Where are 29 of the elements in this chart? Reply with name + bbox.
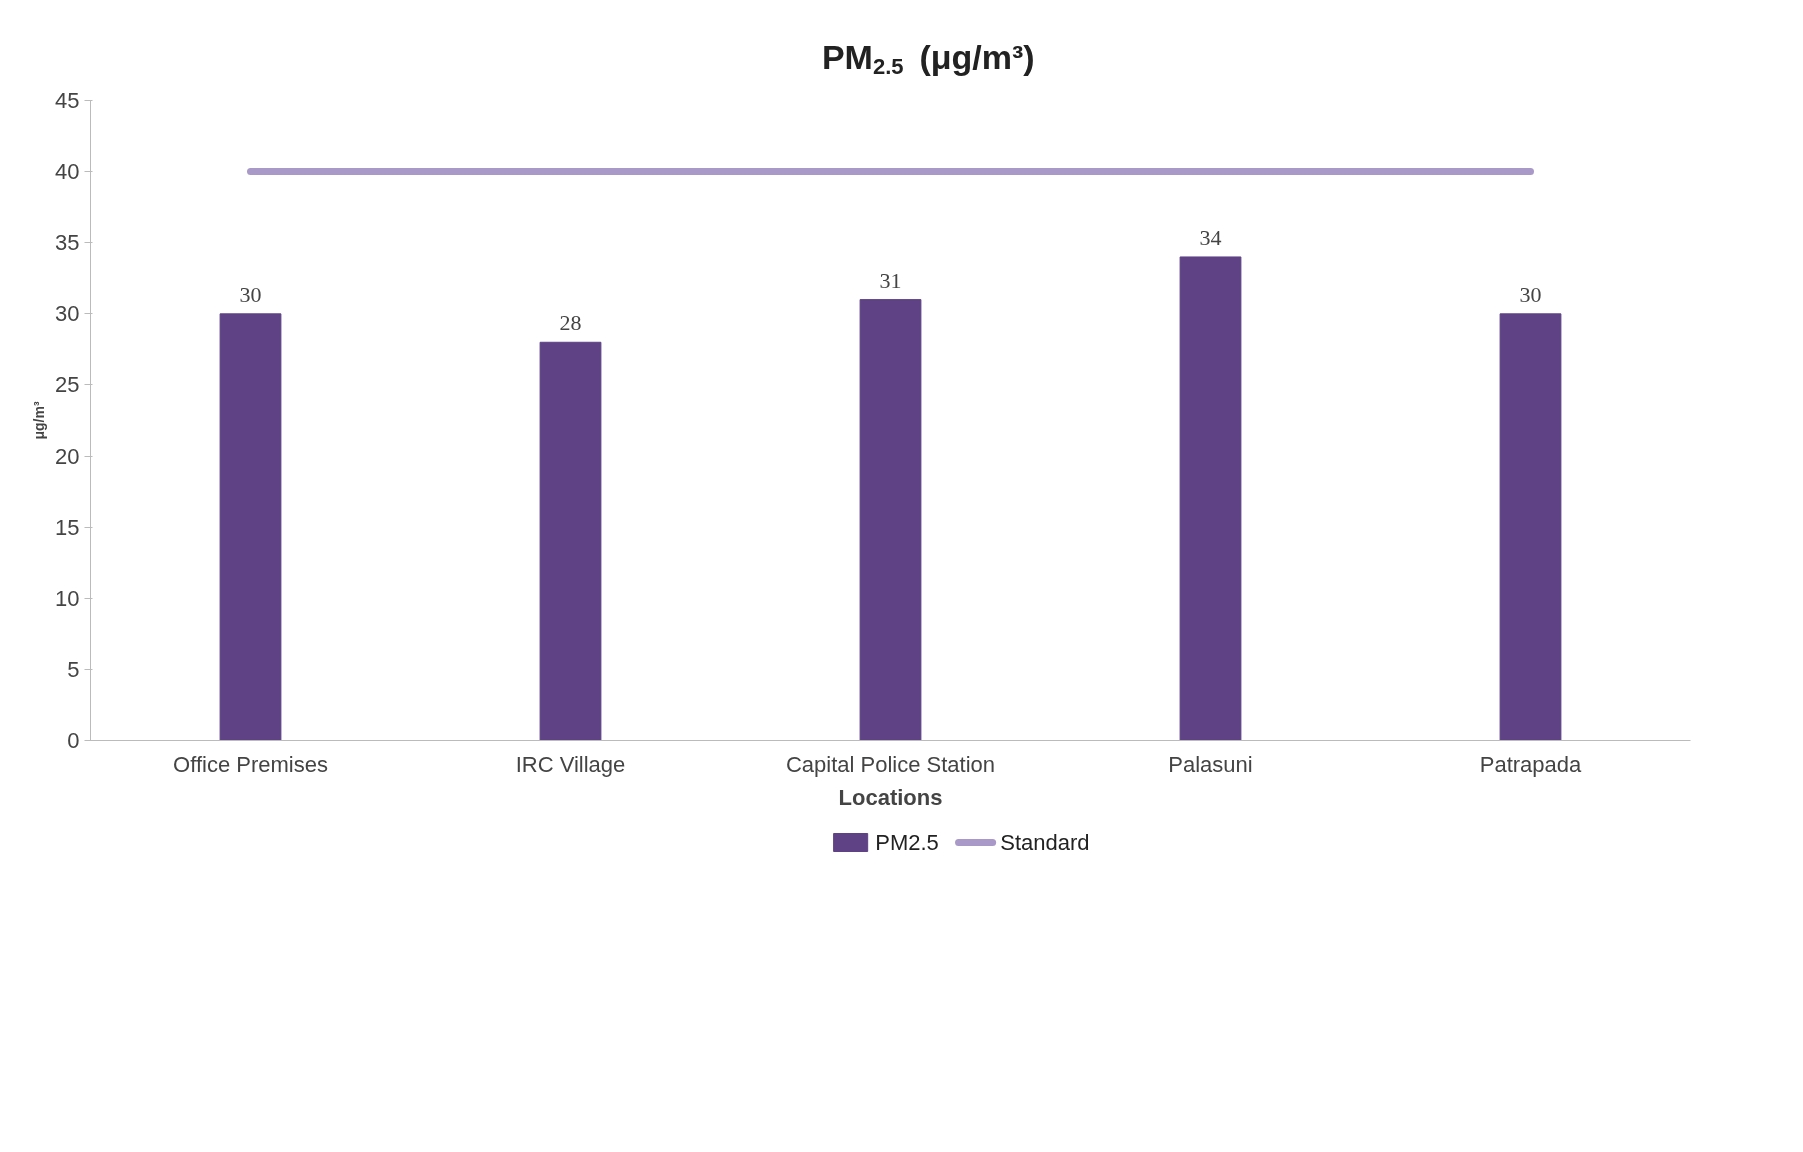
data-label: 30 (239, 281, 262, 307)
x-axis-title: Locations (838, 784, 943, 810)
data-label: 31 (879, 267, 902, 293)
data-label: 34 (1199, 224, 1222, 250)
y-tick-label: 30 (55, 301, 80, 327)
bar (1499, 313, 1562, 741)
bar (219, 313, 282, 741)
y-tick-label: 25 (55, 372, 80, 398)
x-tick-label: Patrapada (1479, 751, 1583, 777)
x-tick-label: Capital Police Station (785, 751, 996, 777)
y-tick-label: 5 (67, 656, 80, 682)
data-label: 30 (1519, 281, 1542, 307)
y-tick-label: 10 (55, 585, 80, 611)
y-tick-label: 15 (55, 514, 80, 540)
x-tick-label: Palasuni (1168, 751, 1253, 777)
legend-label: PM2.5 (875, 830, 939, 855)
legend-label: Standard (1000, 830, 1090, 855)
y-tick-label: 40 (55, 159, 80, 185)
y-axis-title: μg/m³ (31, 401, 48, 440)
bar (539, 341, 602, 741)
x-tick-label: Office Premises (173, 751, 328, 777)
x-tick-label: IRC Village (515, 751, 626, 777)
y-tick-label: 20 (55, 443, 80, 469)
data-label: 28 (559, 310, 582, 336)
bar (1179, 256, 1242, 741)
y-tick-label: 35 (55, 230, 80, 256)
bar (859, 299, 922, 741)
y-tick-label: 45 (55, 88, 80, 113)
y-tick-label: 0 (67, 728, 80, 753)
